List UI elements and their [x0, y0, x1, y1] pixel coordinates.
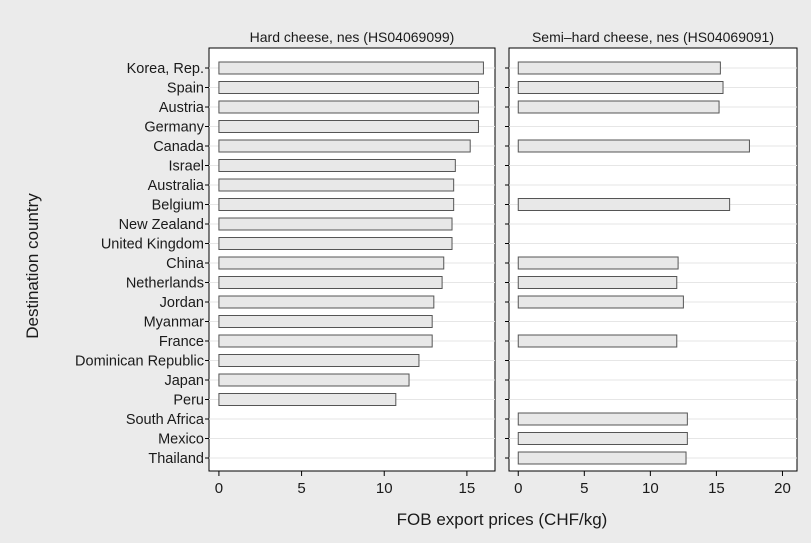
- bar-jordan: [218, 295, 435, 309]
- bar-south-africa: [517, 412, 688, 426]
- category-label-thailand: Thailand: [148, 451, 204, 467]
- x-tick-label: 10: [642, 480, 659, 497]
- panel-strip: [209, 26, 495, 48]
- x-tick-label: 10: [376, 480, 393, 497]
- category-label-dominican-republic: Dominican Republic: [75, 354, 204, 370]
- category-label-south-africa: South Africa: [126, 412, 205, 428]
- category-label-new-zealand: New Zealand: [119, 217, 204, 233]
- bar-belgium: [517, 198, 731, 211]
- y-axis-title: Destination country: [23, 193, 42, 339]
- bar-belgium: [218, 198, 455, 211]
- category-label-israel: Israel: [169, 159, 204, 175]
- panel-title: Semi–hard cheese, nes (HS04069091): [532, 29, 774, 45]
- bar-japan: [218, 373, 410, 387]
- category-label-jordan: Jordan: [160, 295, 204, 311]
- bar-germany: [218, 120, 479, 133]
- panel-semi-hard-cheese: Semi–hard cheese, nes (HS04069091) 0 5 10 15…: [505, 26, 798, 497]
- bar-canada: [218, 139, 471, 153]
- panel-strip: [509, 26, 797, 48]
- category-label-germany: Germany: [144, 120, 204, 136]
- category-label-china: China: [166, 256, 205, 272]
- category-label-myanmar: Myanmar: [144, 315, 205, 331]
- bar-china: [517, 256, 679, 270]
- bar-thailand: [517, 451, 687, 465]
- bar-netherlands: [517, 276, 678, 289]
- category-label-united-kingdom: United Kingdom: [101, 237, 204, 253]
- category-label-mexico: Mexico: [158, 432, 204, 448]
- x-tick-label: 0: [514, 480, 522, 497]
- x-axis-title: FOB export prices (CHF/kg): [397, 510, 608, 529]
- category-labels: Korea, Rep. Spain Austria Germany Canada Isra…: [75, 61, 205, 467]
- bar-united-kingdom: [218, 237, 453, 250]
- bar-dominican-republic: [218, 354, 420, 367]
- category-label-japan: Japan: [164, 373, 204, 389]
- bar-france: [218, 334, 433, 348]
- bar-spain: [218, 81, 479, 94]
- bar-spain: [517, 81, 724, 94]
- x-tick-label: 5: [297, 480, 305, 497]
- category-label-spain: Spain: [167, 81, 204, 97]
- bar-mexico: [517, 432, 688, 445]
- category-label-australia: Australia: [148, 178, 205, 194]
- x-tick-label: 5: [580, 480, 588, 497]
- bar-austria: [218, 100, 479, 114]
- x-tick-label: 15: [459, 480, 476, 497]
- bar-korea-rep: [218, 61, 484, 75]
- bar-canada: [517, 139, 750, 153]
- bar-israel: [218, 159, 456, 172]
- category-label-france: France: [159, 334, 204, 350]
- category-label-netherlands: Netherlands: [126, 276, 204, 292]
- bar-peru: [218, 393, 397, 406]
- bar-new-zealand: [218, 217, 453, 231]
- bar-netherlands: [218, 276, 443, 289]
- bar-korea-rep: [517, 61, 721, 75]
- x-tick-label: 20: [774, 480, 791, 497]
- panel-title: Hard cheese, nes (HS04069099): [250, 29, 455, 45]
- category-label-korea-rep: Korea, Rep.: [127, 61, 204, 77]
- x-tick-label: 0: [215, 480, 223, 497]
- bar-china: [218, 256, 445, 270]
- panel-hard-cheese: Hard cheese, nes (HS04069099) 0 5 10 15: [205, 26, 496, 497]
- bar-austria: [517, 100, 720, 114]
- bar-france: [517, 334, 678, 348]
- x-tick-label: 15: [708, 480, 725, 497]
- category-label-austria: Austria: [159, 100, 205, 116]
- bar-jordan: [517, 295, 684, 309]
- bar-australia: [218, 178, 455, 192]
- category-label-canada: Canada: [153, 139, 205, 155]
- category-label-belgium: Belgium: [152, 198, 204, 214]
- bar-myanmar: [218, 315, 433, 328]
- category-label-peru: Peru: [173, 393, 204, 409]
